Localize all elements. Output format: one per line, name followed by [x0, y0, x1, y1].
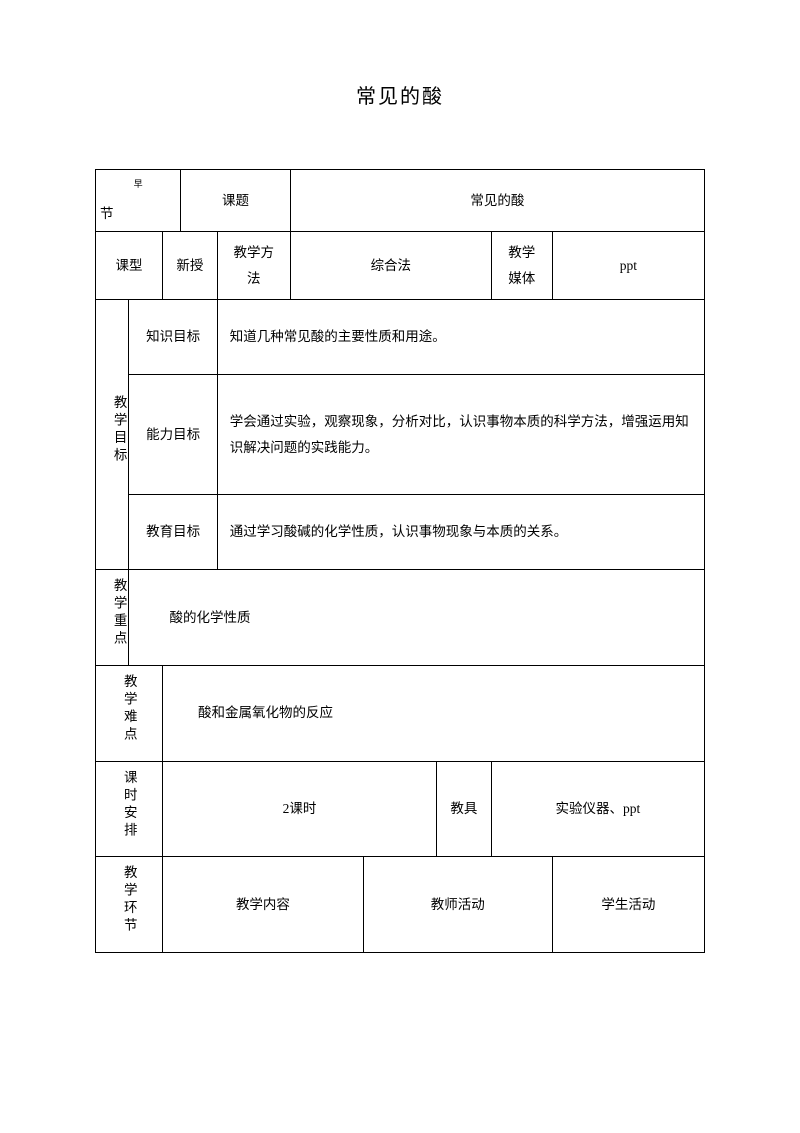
- lesson-plan-table: 早 节 课题 常见的酸 课型 新授 教学方法 综合法 教学媒体 ppt 教学目标…: [95, 169, 705, 953]
- keypoint-label: 教学重点: [96, 570, 129, 666]
- difficulty-value: 酸和金属氧化物的反应: [162, 665, 704, 761]
- topic-value: 常见的酸: [290, 170, 704, 232]
- tools-label: 教具: [437, 761, 492, 857]
- media-value: ppt: [552, 232, 704, 300]
- keypoint-value: 酸的化学性质: [129, 570, 705, 666]
- schedule-label: 课时安排: [96, 761, 163, 857]
- topic-label: 课题: [181, 170, 291, 232]
- teacher-header: 教师活动: [363, 857, 552, 953]
- difficulty-label: 教学难点: [96, 665, 163, 761]
- student-header: 学生活动: [552, 857, 704, 953]
- education-value: 通过学习酸碱的化学性质，认识事物现象与本质的关系。: [217, 495, 704, 570]
- tools-value: 实验仪器、ppt: [491, 761, 704, 857]
- chapter-top-char: 早: [134, 176, 143, 193]
- schedule-value: 2课时: [162, 761, 436, 857]
- class-type-label: 课型: [96, 232, 163, 300]
- content-header: 教学内容: [162, 857, 363, 953]
- ability-label: 能力目标: [129, 375, 217, 495]
- process-label: 教学环节: [96, 857, 163, 953]
- chapter-bottom-char: 节: [100, 201, 114, 227]
- ability-value: 学会通过实验，观察现象，分析对比，认识事物本质的科学方法，增强运用知识解决问题的…: [217, 375, 704, 495]
- class-type-value: 新授: [162, 232, 217, 300]
- knowledge-label: 知识目标: [129, 300, 217, 375]
- page-title: 常见的酸: [95, 80, 705, 109]
- education-label: 教育目标: [129, 495, 217, 570]
- chapter-cell: 早 节: [96, 170, 181, 232]
- knowledge-value: 知道几种常见酸的主要性质和用途。: [217, 300, 704, 375]
- method-label: 教学方法: [217, 232, 290, 300]
- method-value: 综合法: [290, 232, 491, 300]
- objectives-header: 教学目标: [96, 300, 129, 570]
- media-label: 教学媒体: [491, 232, 552, 300]
